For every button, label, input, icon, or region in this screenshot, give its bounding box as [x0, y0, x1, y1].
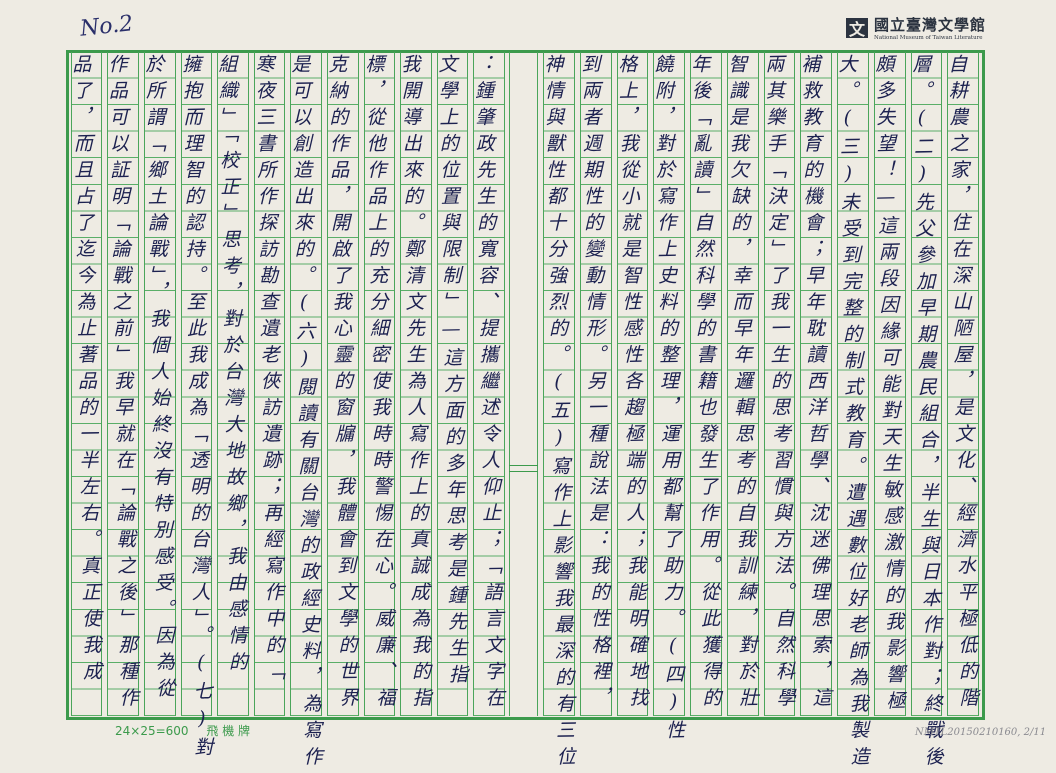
grid-column [653, 52, 685, 716]
grid-column [910, 52, 943, 716]
catalog-id: NMTL20150210160, 2/11 [915, 727, 1047, 738]
wen-logo-icon: 文 [846, 17, 868, 39]
grid-column [873, 52, 906, 716]
grid-column [543, 52, 575, 716]
grid-column [144, 52, 176, 716]
grid-column [70, 52, 103, 716]
grid-column [217, 52, 249, 716]
grid-column [726, 52, 759, 716]
manuscript-frame [66, 50, 985, 720]
grid-column [800, 52, 832, 716]
grid-column [616, 52, 649, 716]
grid-column [327, 52, 359, 716]
grid-column [363, 52, 396, 716]
grid-column [473, 52, 505, 716]
logo-name-zh: 國立臺灣文學館 [874, 16, 987, 34]
grid-column [180, 52, 213, 716]
grid-column [253, 52, 286, 716]
grid-spec: 24×25=600 [115, 724, 189, 738]
page-number: No.2 [78, 11, 135, 42]
grid-column [400, 52, 432, 716]
center-double-line [509, 465, 538, 472]
grid-column [436, 52, 469, 716]
museum-logo: 文 國立臺灣文學館 National Museum of Taiwan Lite… [846, 14, 986, 41]
grid-column [290, 52, 322, 716]
grid-column [947, 52, 979, 716]
logo-name-en: National Museum of Taiwan Literature [874, 35, 983, 41]
grid-column [579, 52, 612, 716]
center-fold-strip [507, 52, 540, 716]
grid-column [107, 52, 139, 716]
paper-footer: 24×25=600 飛 機 牌 [115, 722, 264, 739]
grid-column [837, 52, 869, 716]
grid-column [763, 52, 796, 716]
paper-brand: 飛 機 牌 [206, 724, 251, 738]
grid-column [690, 52, 722, 716]
